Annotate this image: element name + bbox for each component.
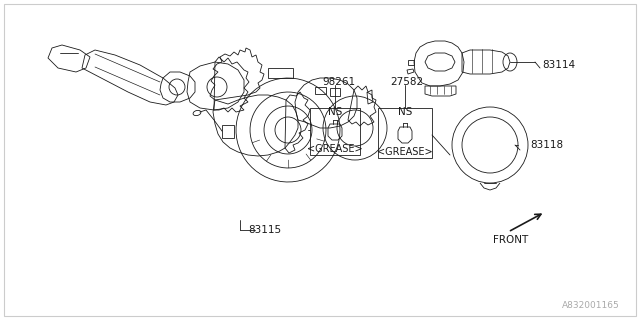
Text: A832001165: A832001165 bbox=[563, 300, 620, 309]
Text: 27582: 27582 bbox=[390, 77, 423, 87]
Text: NS: NS bbox=[328, 107, 342, 117]
Text: <GREASE>: <GREASE> bbox=[307, 144, 363, 154]
Text: <GREASE>: <GREASE> bbox=[377, 147, 433, 157]
Text: 98261: 98261 bbox=[322, 77, 355, 87]
Text: 83115: 83115 bbox=[248, 225, 281, 235]
Text: 83114: 83114 bbox=[542, 60, 575, 70]
Text: FRONT: FRONT bbox=[493, 235, 528, 245]
Text: NS: NS bbox=[398, 107, 412, 117]
Text: 83118: 83118 bbox=[530, 140, 563, 150]
